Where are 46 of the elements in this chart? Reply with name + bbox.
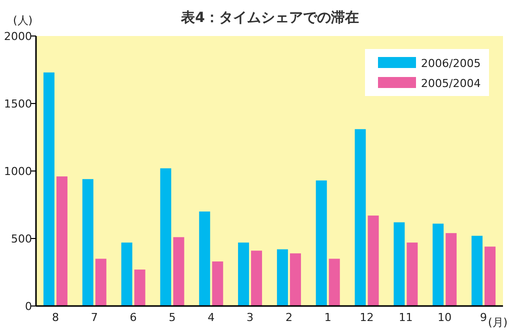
bar	[394, 222, 405, 306]
bar	[484, 246, 496, 306]
bar	[173, 237, 184, 306]
bar	[212, 261, 224, 306]
bar	[316, 180, 327, 306]
y-tick-label: 2000	[4, 30, 32, 43]
x-tick-label: 4	[208, 311, 215, 324]
x-tick-label: 12	[360, 311, 374, 324]
y-tick-label: 1000	[4, 165, 32, 178]
bar	[328, 258, 340, 306]
legend-label: 2006/2005	[421, 57, 481, 70]
x-tick-label: 10	[438, 311, 452, 324]
x-tick-label: 2	[285, 311, 292, 324]
bar	[82, 179, 94, 306]
bar	[199, 212, 210, 306]
x-tick-label: 5	[168, 311, 176, 324]
bar	[276, 249, 288, 306]
x-tick-label: 11	[398, 311, 413, 324]
y-tick-label: 1500	[4, 98, 32, 110]
x-tick-label: 6	[130, 311, 137, 324]
legend-label: 2005/2004	[421, 77, 481, 90]
bar	[238, 242, 250, 306]
bar	[251, 250, 262, 306]
bar	[56, 176, 68, 306]
bar	[354, 129, 366, 306]
bar	[406, 242, 418, 306]
x-axis-title: (月)	[488, 316, 508, 329]
y-tick-label: 500	[11, 232, 32, 246]
bar	[472, 236, 483, 306]
y-tick-label: 0	[25, 300, 32, 313]
x-tick-label: 3	[246, 311, 254, 324]
bar	[446, 233, 457, 306]
y-axis-title: (人)	[13, 14, 33, 27]
bar	[432, 224, 444, 306]
x-tick-label: 8	[52, 311, 59, 324]
x-tick-label: 7	[90, 311, 98, 324]
x-tick-label: 1	[324, 311, 332, 324]
bar	[368, 216, 379, 306]
bar	[134, 270, 146, 306]
bar	[43, 72, 54, 306]
bar	[290, 253, 301, 306]
chart-title: 表4：タイムシェアでの滞在	[180, 10, 359, 26]
bar	[95, 258, 106, 306]
x-tick-label: 9	[480, 311, 488, 324]
bar	[121, 242, 132, 306]
bar	[160, 168, 172, 306]
